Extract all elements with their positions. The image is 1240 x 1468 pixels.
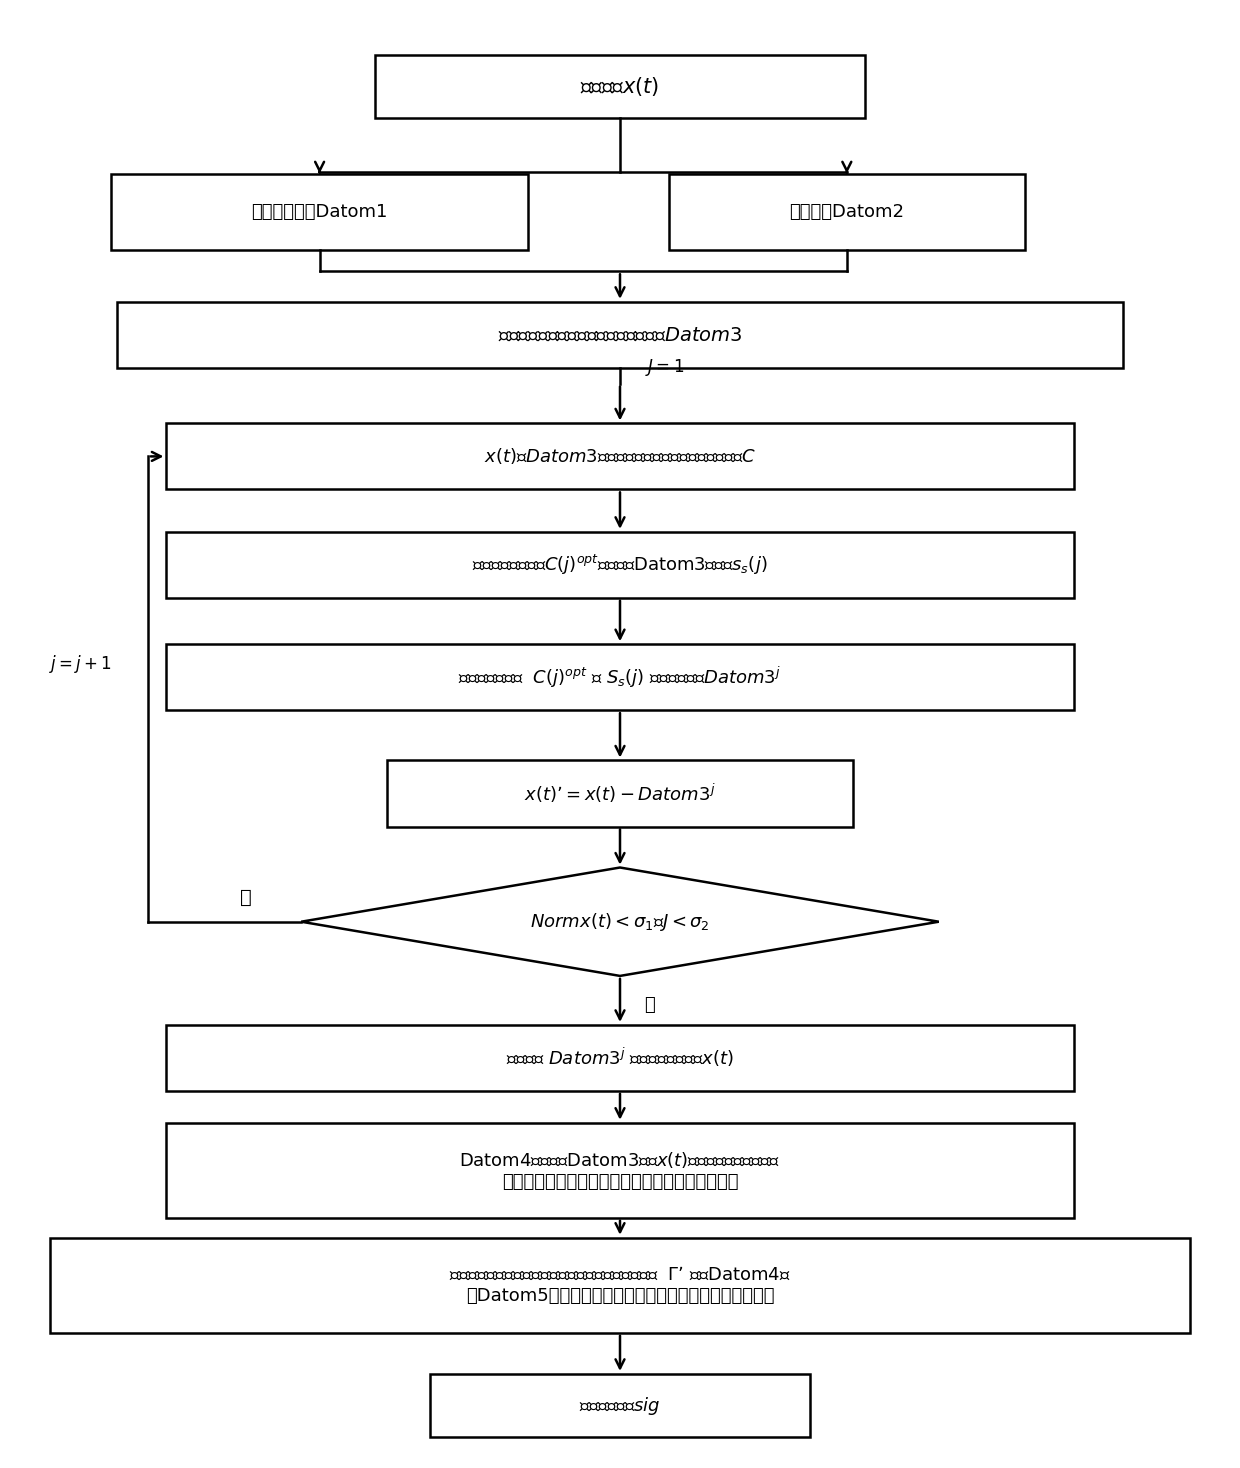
Text: 否: 否 — [241, 888, 252, 907]
Bar — [387, 760, 853, 826]
Text: Datom4矩阵存储Datom3分解$x(t)$所得到的频率、横向距
离、纵向距离参数及投影系数及对应原子投影序号: Datom4矩阵存储Datom3分解$x(t)$所得到的频率、横向距 离、纵向距… — [459, 1149, 781, 1191]
Text: 存储最大投影系数$C(j)^{opt}$及对应的Datom3的原子$s_s(j)$: 存储最大投影系数$C(j)^{opt}$及对应的Datom3的原子$s_s(j)… — [472, 553, 768, 577]
Text: $j=j+1$: $j=j+1$ — [50, 653, 112, 675]
Bar — [118, 302, 1122, 368]
Text: 故障信号重构$sig$: 故障信号重构$sig$ — [579, 1395, 661, 1417]
Bar — [166, 1123, 1074, 1218]
Text: 过完备参数化多普勒调制复数复合字典$Datom3$: 过完备参数化多普勒调制复数复合字典$Datom3$ — [497, 326, 743, 345]
Text: $x(t)$与$Datom3$中每列原子做内积得到投影系数矩阵$C$: $x(t)$与$Datom3$中每列原子做内积得到投影系数矩阵$C$ — [484, 446, 756, 467]
Text: 根据列车与麦克风几何关系、轴承共振频带得到参数  $\Gamma$’ 遍历Datom4得
到Datom5，将满足条件的投影系数与其对应原子线性组合: 根据列车与麦克风几何关系、轴承共振频带得到参数 $\Gamma$’ 遍历Dato… — [449, 1265, 791, 1305]
Bar — [112, 173, 528, 250]
Bar — [50, 1238, 1190, 1333]
Text: 冲击字典Datom2: 冲击字典Datom2 — [790, 203, 904, 220]
Bar — [430, 1374, 810, 1437]
Text: $J=1$: $J=1$ — [645, 357, 683, 379]
Text: 复数谐波字典Datom1: 复数谐波字典Datom1 — [252, 203, 388, 220]
Bar — [374, 54, 866, 117]
Bar — [166, 531, 1074, 597]
Bar — [670, 173, 1024, 250]
Text: 是: 是 — [645, 995, 655, 1014]
Text: 投影向量 $\mathbf{\it{Datom3^j}}$ 相加得到轨边信号$x(t)$: 投影向量 $\mathbf{\it{Datom3^j}}$ 相加得到轨边信号$x… — [506, 1047, 734, 1070]
Text: 由最大投影系数  $C(j)^{opt}$ 和 $S_s(j)$ 求出投影向量$\mathbf{\it{Datom3^j}}$: 由最大投影系数 $C(j)^{opt}$ 和 $S_s(j)$ 求出投影向量$\… — [459, 665, 781, 690]
Bar — [166, 423, 1074, 489]
Polygon shape — [301, 868, 939, 976]
Text: $Normx(t) < \sigma_1$或$J< \sigma_2$: $Normx(t) < \sigma_1$或$J< \sigma_2$ — [531, 910, 709, 932]
Bar — [166, 644, 1074, 711]
Text: 轨边信号$x(t)$: 轨边信号$x(t)$ — [580, 75, 660, 98]
Text: $x(t)$’$=x(t)-$$\mathbf{\it{Datom3^j}}$: $x(t)$’$=x(t)-$$\mathbf{\it{Datom3^j}}$ — [525, 782, 715, 804]
Bar — [166, 1025, 1074, 1091]
